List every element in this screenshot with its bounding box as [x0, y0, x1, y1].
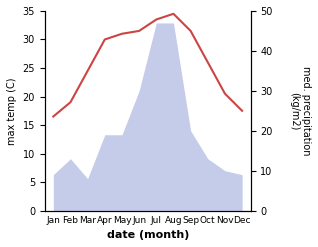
Y-axis label: max temp (C): max temp (C) — [7, 77, 17, 144]
Y-axis label: med. precipitation
(kg/m2): med. precipitation (kg/m2) — [289, 66, 311, 156]
X-axis label: date (month): date (month) — [107, 230, 189, 240]
